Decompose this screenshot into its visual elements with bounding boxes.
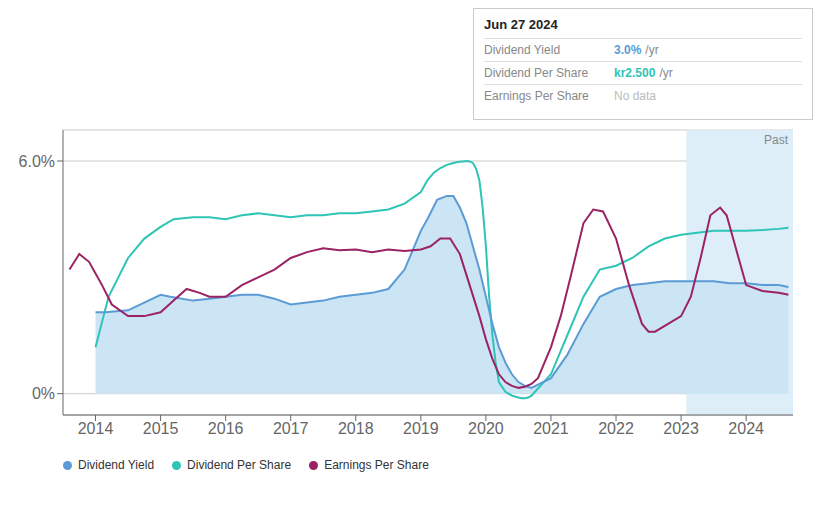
svg-text:2021: 2021	[533, 420, 569, 437]
svg-text:2019: 2019	[403, 420, 439, 437]
svg-text:2024: 2024	[728, 420, 764, 437]
svg-text:2022: 2022	[598, 420, 634, 437]
svg-text:2020: 2020	[468, 420, 504, 437]
html-text:3.0% /yr: 3.0% /yr	[614, 43, 659, 57]
html-text:Dividend Per Share: Dividend Per Share	[187, 458, 292, 472]
svg-text:0%: 0%	[32, 385, 55, 402]
svg-text:2016: 2016	[208, 420, 244, 437]
svg-text:2023: 2023	[663, 420, 699, 437]
svg-text:2018: 2018	[338, 420, 374, 437]
html-text:kr2.500 /yr: kr2.500 /yr	[614, 66, 673, 80]
svg-text:2015: 2015	[143, 420, 179, 437]
html-text:Dividend Yield: Dividend Yield	[78, 458, 155, 472]
html-text:Dividend Yield: Dividend Yield	[484, 43, 561, 57]
svg-text:6.0%: 6.0%	[19, 153, 55, 170]
svg-text:Past: Past	[764, 133, 789, 147]
html-text:Earnings Per Share: Earnings Per Share	[324, 458, 429, 472]
html-text:Earnings Per Share: Earnings Per Share	[484, 89, 589, 103]
svg-text:2017: 2017	[273, 420, 309, 437]
html-text:No data: No data	[614, 89, 656, 103]
html-text:Jun 27 2024: Jun 27 2024	[484, 17, 558, 32]
html-text:Dividend Per Share: Dividend Per Share	[484, 66, 589, 80]
svg-text:2014: 2014	[78, 420, 114, 437]
